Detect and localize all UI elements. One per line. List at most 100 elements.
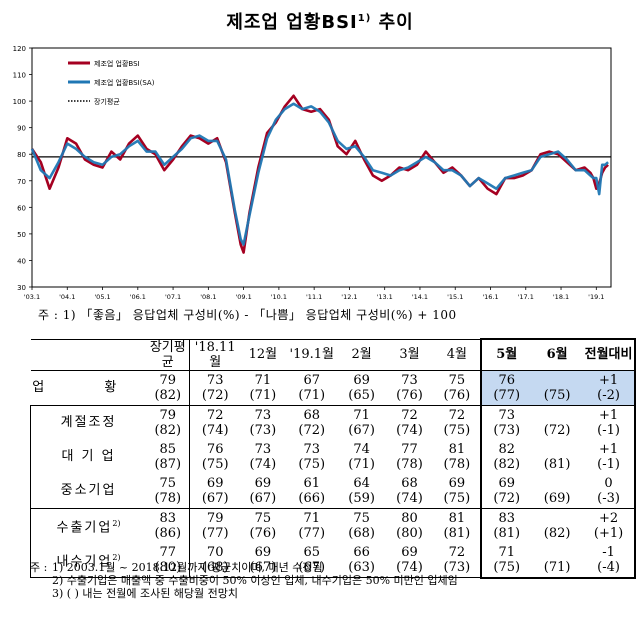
table-cell: 61 (66) <box>285 473 338 509</box>
bsi-line-chart: 30 40 50 60 70 80 90 100 110 120 '03.1 '04.1 '05.1 '0… <box>13 45 612 301</box>
table-cell: 73 (73) <box>480 405 532 440</box>
table-row: 대 기 업 85 (87) 76 (75) 73 (74) 73 (75) 74 (71) 77 (78… <box>30 439 636 474</box>
footnote-line: 3) ( ) 내는 전월에 조사된 해당월 전망치 <box>52 587 239 600</box>
table-header-row: 장기평균 '18.11월 12월 '19.1월 2월 3월 4월 5월 6월 전월대비 <box>30 338 636 371</box>
x-tick-label: '08.1 <box>200 293 216 301</box>
plot-area <box>31 47 612 288</box>
table-cell: 73 (72) <box>189 370 240 406</box>
table-cell: 75 (68) <box>348 510 375 541</box>
column-header: 2월 <box>337 338 386 371</box>
table-cell: 68 (72) <box>298 407 326 438</box>
column-header: 3월 <box>385 338 434 371</box>
footnote-line: 2) 수출기업은 매출액 중 수출비중이 50% 이상인 업체, 내수기업은 5… <box>52 574 458 587</box>
x-tick-label: '13.1 <box>377 293 393 301</box>
table-cell: (81) <box>543 456 571 472</box>
table-cell: 71 (67) <box>348 407 375 438</box>
table-cell: 76 (75) <box>201 441 229 472</box>
y-tick-label: 80 <box>17 151 26 159</box>
column-header: 5월 <box>480 338 532 371</box>
table-row: 중소기업 75 (78) 69 (67) 69 (67) 61 (66) 64 (59) 68 (74)… <box>30 473 636 509</box>
x-tick-label: '16.1 <box>482 293 498 301</box>
column-header: '19.1월 <box>285 338 338 371</box>
table-cell: 69 (74) <box>385 542 434 578</box>
table-cell: 75 (76) <box>433 370 482 406</box>
x-tick-label: '03.1 <box>24 293 40 301</box>
x-tick-label: '09.1 <box>235 293 251 301</box>
table-cell: 72 (74) <box>396 407 423 438</box>
column-header: 장기평균 <box>146 338 191 371</box>
series-line-bsi-sa <box>30 102 609 246</box>
table-cell: 73 (75) <box>298 441 326 472</box>
table-cell: 64 (59) <box>337 473 386 509</box>
y-tick-label: 60 <box>17 204 26 212</box>
table-cell: 69 (72) <box>480 473 532 509</box>
table-cell: 85 (87) <box>146 439 191 474</box>
row-label: 중소기업 <box>30 473 147 509</box>
table-cell: 77 (80) <box>146 542 191 578</box>
y-tick-label: 100 <box>13 98 26 106</box>
table-cell: 68 (74) <box>385 473 434 509</box>
footnotes: 주 :1) 2003.1월 ~ 2018.12월까지 평균치이며, 매년 수정됨… <box>30 561 458 600</box>
table-cell: 81 (81) <box>443 510 471 541</box>
row-label: 내수기업2) <box>30 542 147 578</box>
legend-bsi-sa: 제조업 업황BSI(SA) <box>94 78 155 87</box>
table-cell: 83 (81) <box>480 508 532 543</box>
table-cell: (82) <box>543 525 571 541</box>
table-cell: 71 (71) <box>239 370 286 406</box>
table-cell: 73 (73) <box>249 407 277 438</box>
table-cell: 82 (82) <box>480 439 532 474</box>
x-tick-label: '05.1 <box>94 293 110 301</box>
y-tick-label: 110 <box>13 72 26 80</box>
table-cell: 70 (68) <box>189 542 240 578</box>
table-cell: 69 (67) <box>189 473 240 509</box>
row-label: 계절조정 <box>30 405 147 440</box>
table-row: 내수기업2) 77 (80) 70 (68) 69 (67) 65 (67) 66 (63) 69 (7… <box>30 542 636 579</box>
y-tick-label: 40 <box>17 257 26 265</box>
bsi-table: 장기평균 '18.11월 12월 '19.1월 2월 3월 4월 5월 6월 전월대비 업 황 79… <box>30 338 636 579</box>
x-tick-label: '15.1 <box>447 293 463 301</box>
table-cell: 80 (80) <box>396 510 423 541</box>
column-header: 전월대비 <box>583 338 636 371</box>
row-label: 수출기업2) <box>30 508 147 543</box>
y-tick-label: 90 <box>17 125 26 133</box>
table-row: 업 황 79 (82) 73 (72) 71 (71) 67 (71) 69 (65) 73 (76) 7… <box>30 370 636 406</box>
header-blank <box>30 338 147 371</box>
table-cell: (69) <box>531 473 584 509</box>
legend-bsi: 제조업 업황BSI <box>94 59 140 68</box>
x-tick-label: '18.1 <box>553 293 569 301</box>
x-tick-label: '19.1 <box>588 293 604 301</box>
table-cell: 72 (75) <box>443 407 471 438</box>
table-cell: 79 (82) <box>146 370 191 406</box>
table-cell: +1 (-2) <box>583 370 636 406</box>
column-header: 4월 <box>433 338 482 371</box>
chart-footnote: 주 : 1) 「좋음」 응답업체 구성비(%) - 「나쁨」 응답업체 구성비(… <box>38 308 457 322</box>
chart-title: 제조업 업황BSI1) 추이 <box>226 12 414 33</box>
table-cell: 72 (74) <box>201 407 229 438</box>
table-cell: 69 (67) <box>239 542 286 578</box>
table-cell: (75) <box>531 370 584 406</box>
y-tick-label: 50 <box>17 231 26 239</box>
table-cell: 69 (75) <box>433 473 482 509</box>
table-cell: 74 (71) <box>348 441 375 472</box>
table-cell: 71 (75) <box>480 542 532 579</box>
table-cell: -1 (-4) <box>583 542 636 579</box>
x-tick-label: '11.1 <box>306 293 322 301</box>
x-tick-label: '07.1 <box>165 293 181 301</box>
table-row: 계절조정 79 (82) 72 (74) 73 (73) 68 (72) 71 (67) 72 (74)… <box>30 405 636 440</box>
row-label: 대 기 업 <box>30 439 147 474</box>
table-cell: +2 (+1) <box>583 508 636 543</box>
table-cell: 81 (78) <box>443 441 471 472</box>
footnote-line: 주 :1) 2003.1월 ~ 2018.12월까지 평균치이며, 매년 수정됨 <box>30 561 323 574</box>
column-header: 12월 <box>239 338 286 371</box>
table-cell: 79 (77) <box>201 510 229 541</box>
column-header: 6월 <box>531 338 584 371</box>
x-tick-label: '10.1 <box>271 293 287 301</box>
x-tick-label: '04.1 <box>59 293 75 301</box>
table-cell: 77 (78) <box>396 441 423 472</box>
y-tick-label: 120 <box>13 45 26 53</box>
table-cell: 65 (67) <box>285 542 338 578</box>
x-tick-label: '14.1 <box>412 293 428 301</box>
table-cell: 83 (86) <box>146 508 191 543</box>
table-cell: 71 (77) <box>298 510 326 541</box>
legend-long-run-average: 장기평균 <box>94 97 120 106</box>
